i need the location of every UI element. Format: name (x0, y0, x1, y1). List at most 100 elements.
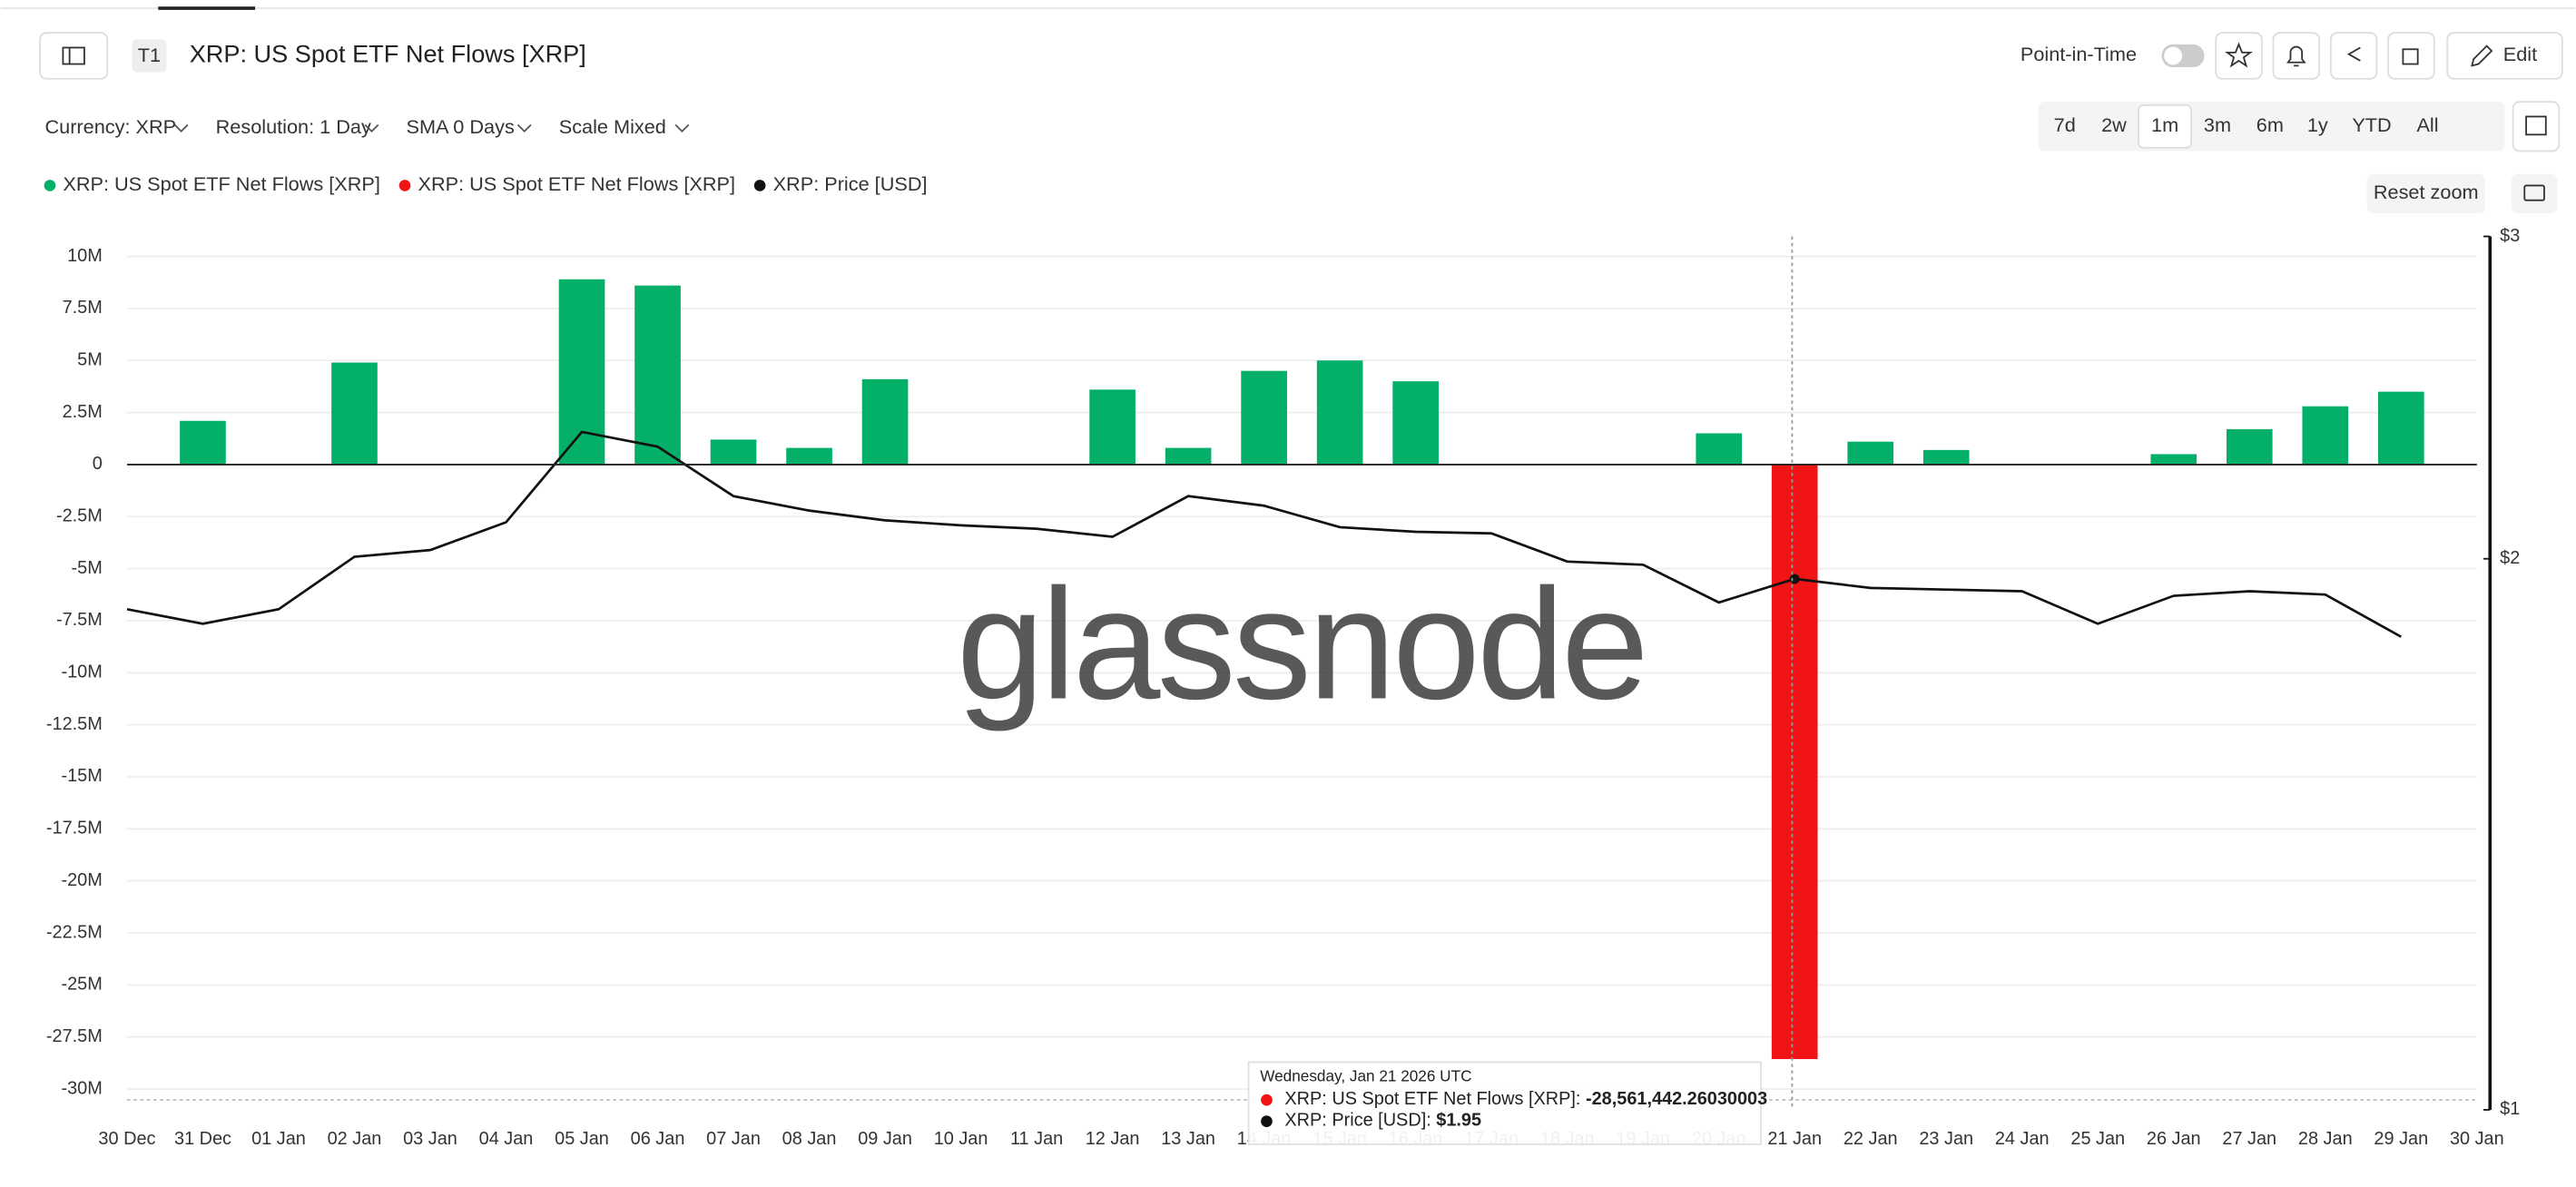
bar (1089, 389, 1136, 465)
bar (558, 279, 605, 465)
toggle-knob (2164, 46, 2183, 65)
chart-tag: T1 (138, 44, 161, 66)
calendar-icon (2525, 115, 2547, 136)
camera-icon (2523, 184, 2545, 201)
chevron (674, 123, 690, 133)
edit-button[interactable] (2446, 32, 2563, 80)
plot (126, 279, 2477, 1060)
range-buttons: 7d 2w 1m 3m 6m 1y YTD All (2054, 103, 2439, 149)
x-tick-label: 30 Jan (2450, 1129, 2504, 1149)
y2-tick-label: $1 (2500, 1099, 2520, 1119)
range-button[interactable]: 3m (2204, 113, 2231, 136)
x-tick-label: 10 Jan (934, 1129, 988, 1149)
y-tick-label: -5M (72, 558, 103, 578)
range-button[interactable]: 6m (2256, 113, 2284, 136)
x-tick-label: 08 Jan (782, 1129, 837, 1149)
x-tick-label: 02 Jan (328, 1129, 382, 1149)
bar (1771, 464, 1818, 1060)
range-button[interactable]: All (2416, 113, 2438, 136)
tooltip-price-label: XRP: Price [USD]: $1.95 (1284, 1111, 1481, 1131)
tooltip-dot (1261, 1094, 1273, 1106)
y2-tick-label: $3 (2500, 226, 2520, 246)
legend-label[interactable]: XRP: US Spot ETF Net Flows [XRP] (418, 172, 735, 195)
y-tick-label: -22.5M (46, 922, 103, 942)
scale-dropdown[interactable]: Scale Mixed (559, 115, 666, 138)
x-tick-label: 21 Jan (1767, 1129, 1822, 1149)
edit-label[interactable]: Edit (2503, 43, 2537, 65)
calendar-button[interactable] (2512, 101, 2561, 152)
x-tick-label: 24 Jan (1995, 1129, 2050, 1149)
screenshot-button[interactable] (2511, 173, 2558, 214)
tooltip-price-value: $1.95 (1436, 1111, 1481, 1131)
y-tick-label: -17.5M (46, 819, 103, 839)
bar (634, 285, 681, 465)
y2-tick-label: $2 (2500, 548, 2520, 568)
x-tick-label: 31 Dec (174, 1129, 231, 1149)
bar (861, 378, 909, 465)
alert-button[interactable] (2272, 32, 2321, 80)
legend-label[interactable]: XRP: Price [USD] (773, 172, 928, 195)
bar (2302, 406, 2349, 465)
x-tick-label: 22 Jan (1844, 1129, 1898, 1149)
y-tick-label: 5M (77, 349, 103, 369)
x-tick-label: 23 Jan (1919, 1129, 1973, 1149)
tooltip-dot (1261, 1115, 1273, 1127)
x-tick-label: 06 Jan (631, 1129, 685, 1149)
tag-box (132, 39, 167, 73)
duplicate-button[interactable] (2387, 32, 2435, 80)
resolution-dropdown[interactable]: Resolution: 1 Day (216, 115, 371, 138)
range-button[interactable]: 7d (2054, 113, 2076, 136)
bar (1847, 441, 1894, 465)
y-tick-label: 0 (93, 454, 103, 474)
y-tick-label: 7.5M (63, 298, 103, 318)
bar (331, 362, 378, 465)
bar (786, 447, 832, 465)
x-tick-label: 05 Jan (555, 1129, 609, 1149)
sma-dropdown[interactable]: SMA 0 Days (406, 115, 514, 138)
range-button[interactable]: 2w (2101, 113, 2127, 136)
chevron (173, 123, 189, 133)
x-tick-label: 26 Jan (2147, 1129, 2201, 1149)
bar (710, 439, 757, 465)
y-tick-label: 10M (67, 246, 103, 266)
legend-marker (398, 180, 411, 191)
favorite-button[interactable] (2215, 32, 2263, 80)
bell-icon (2286, 45, 2306, 67)
sidebar-toggle[interactable] (39, 32, 109, 80)
range-button[interactable]: 1m (2151, 113, 2178, 136)
bar (1165, 447, 1212, 465)
currency-dropdown[interactable]: Currency: XRP (44, 115, 176, 138)
point-in-time-label: Point-in-Time (2020, 43, 2137, 65)
share-icon (2346, 46, 2361, 62)
y-tick-label: -2.5M (56, 506, 103, 526)
bar (1922, 449, 1970, 465)
bar (2150, 454, 2197, 465)
tooltip-flow-name: XRP: US Spot ETF Net Flows [XRP]: (1284, 1089, 1580, 1109)
x-tick-label: 11 Jan (1010, 1129, 1063, 1149)
bar (180, 420, 226, 465)
x-tick-label: 30 Dec (98, 1129, 155, 1149)
tooltip-date: Wednesday, Jan 21 2026 UTC (1260, 1066, 1471, 1084)
bar (2377, 391, 2424, 465)
tooltip (1247, 1061, 1762, 1145)
reset-zoom-button[interactable] (2366, 173, 2485, 214)
tooltip-flow-label: XRP: US Spot ETF Net Flows [XRP]: -28,56… (1284, 1089, 1767, 1109)
bar (1392, 381, 1439, 465)
range-button[interactable]: 1y (2307, 113, 2328, 136)
x-tick-label: 13 Jan (1161, 1129, 1215, 1149)
x-tick-label: 27 Jan (2222, 1129, 2276, 1149)
bar (2226, 428, 2273, 465)
chevron (364, 123, 379, 133)
y-tick-label: -27.5M (46, 1026, 103, 1046)
reset-zoom-label[interactable]: Reset zoom (2374, 181, 2479, 203)
share-button[interactable] (2329, 32, 2378, 80)
x-tick-label: 03 Jan (403, 1129, 457, 1149)
legend-marker (753, 180, 766, 191)
y-tick-label: -10M (61, 662, 102, 682)
bar (1696, 433, 1743, 465)
active-range (2138, 103, 2192, 149)
y-tick-label: -7.5M (56, 610, 103, 630)
range-button[interactable]: YTD (2352, 113, 2391, 136)
legend-label[interactable]: XRP: US Spot ETF Net Flows [XRP] (63, 172, 380, 195)
